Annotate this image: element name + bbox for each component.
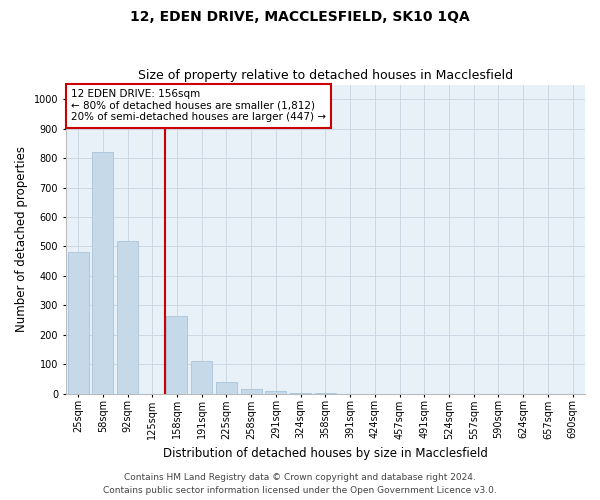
X-axis label: Distribution of detached houses by size in Macclesfield: Distribution of detached houses by size … — [163, 447, 488, 460]
Bar — [191, 361, 212, 394]
Bar — [92, 152, 113, 394]
Text: 12 EDEN DRIVE: 156sqm
← 80% of detached houses are smaller (1,812)
20% of semi-d: 12 EDEN DRIVE: 156sqm ← 80% of detached … — [71, 89, 326, 122]
Y-axis label: Number of detached properties: Number of detached properties — [15, 146, 28, 332]
Bar — [241, 389, 262, 394]
Bar — [290, 392, 311, 394]
Title: Size of property relative to detached houses in Macclesfield: Size of property relative to detached ho… — [138, 69, 513, 82]
Bar — [68, 252, 89, 394]
Bar — [216, 382, 237, 394]
Bar — [265, 392, 286, 394]
Bar — [117, 240, 138, 394]
Bar — [166, 316, 187, 394]
Text: 12, EDEN DRIVE, MACCLESFIELD, SK10 1QA: 12, EDEN DRIVE, MACCLESFIELD, SK10 1QA — [130, 10, 470, 24]
Text: Contains HM Land Registry data © Crown copyright and database right 2024.
Contai: Contains HM Land Registry data © Crown c… — [103, 474, 497, 495]
